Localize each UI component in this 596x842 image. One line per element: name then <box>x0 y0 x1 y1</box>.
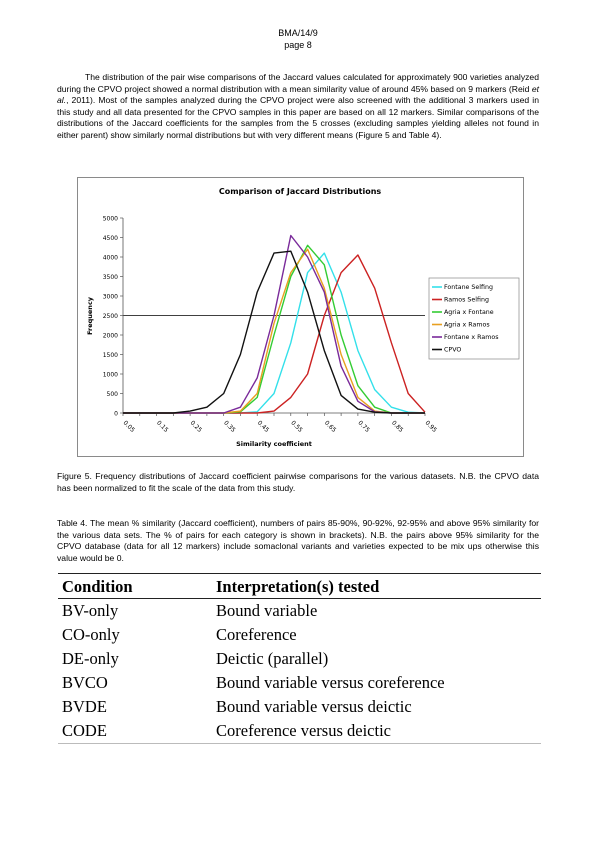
legend-label: Agria x Fontane <box>444 309 494 316</box>
paragraph-text-start: The distribution of the pair wise compar… <box>57 72 539 94</box>
interpretation-cell: Bound variable versus deictic <box>216 697 412 716</box>
condition-cell: BV-only <box>62 601 119 620</box>
condition-cell: BVDE <box>62 697 107 716</box>
y-tick-label: 3000 <box>103 294 118 301</box>
table-row: CODE Coreference versus deictic <box>58 719 541 744</box>
chart-title: Comparison of Jaccard Distributions <box>219 187 382 196</box>
table-header-row: Condition Interpretation(s) tested <box>58 573 541 599</box>
interpretation-cell: Coreference <box>216 625 297 644</box>
legend-label: Ramos Selfing <box>444 297 489 304</box>
conditions-table: Condition Interpretation(s) tested BV-on… <box>58 573 541 744</box>
table-row: DE-only Deictic (parallel) <box>58 647 541 671</box>
x-tick-label: 0.95 <box>424 419 439 434</box>
series-line-agria-x-ramos <box>123 248 425 414</box>
x-tick-label: 0.45 <box>256 419 271 434</box>
x-tick-label: 0.35 <box>222 419 237 434</box>
y-tick-label: 4500 <box>103 235 118 242</box>
legend-label: Fontane x Ramos <box>444 334 499 341</box>
x-tick-label: 0.65 <box>323 419 338 434</box>
y-tick-label: 5000 <box>103 216 118 223</box>
paragraph-text-end: , 2011). Most of the samples analyzed du… <box>57 95 539 140</box>
header-interpretation: Interpretation(s) tested <box>212 573 541 599</box>
y-tick-label: 2500 <box>103 313 118 320</box>
series-line-agria-x-fontane <box>123 244 425 414</box>
legend-label: Agria x Ramos <box>444 322 490 329</box>
x-tick-label: 0.05 <box>122 419 137 434</box>
x-axis-label: Similarity coefficient <box>236 440 312 448</box>
x-tick-label: 0.25 <box>189 419 204 434</box>
y-tick-label: 4000 <box>103 255 118 262</box>
condition-cell: BVCO <box>62 673 108 692</box>
condition-cell: CODE <box>58 719 212 744</box>
chart-svg: Comparison of Jaccard Distributions 0 500 1… <box>86 187 520 448</box>
condition-cell: DE-only <box>62 649 119 668</box>
y-tick-label: 0 <box>114 411 118 418</box>
table-row: BVCO Bound variable versus coreference <box>58 671 541 695</box>
y-tick-label: 1000 <box>103 372 118 379</box>
table-caption: Table 4. The mean % similarity (Jaccard … <box>57 518 539 563</box>
y-tick-label: 1500 <box>103 352 118 359</box>
y-tick-label: 500 <box>107 391 119 398</box>
table-row: BVDE Bound variable versus deictic <box>58 695 541 719</box>
table-row: CO-only Coreference <box>58 623 541 647</box>
legend-label: CPVO <box>444 347 461 354</box>
body-paragraph: The distribution of the pair wise compar… <box>57 72 539 142</box>
interpretation-cell: Coreference versus deictic <box>212 719 541 744</box>
interpretation-cell: Deictic (parallel) <box>216 649 329 668</box>
x-tick-label: 0.15 <box>155 419 170 434</box>
jaccard-distribution-chart: Comparison of Jaccard Distributions 0 500 1… <box>77 177 524 457</box>
y-tick-label: 2000 <box>103 333 118 340</box>
series-line-cpvo <box>123 250 425 414</box>
interpretation-cell: Bound variable <box>216 601 318 620</box>
page-number: page 8 <box>284 40 312 50</box>
header-condition: Condition <box>58 573 212 599</box>
x-tick-label: 0.55 <box>289 419 304 434</box>
table-row: BV-only Bound variable <box>58 599 541 624</box>
legend-label: Fontane Selfing <box>444 284 493 291</box>
legend-box <box>428 277 520 360</box>
document-id: BMA/14/9 <box>278 28 318 38</box>
y-axis-label: Frequency <box>86 296 94 335</box>
y-tick-label: 3500 <box>103 274 118 281</box>
condition-cell: CO-only <box>62 625 120 644</box>
page-header: BMA/14/9 page 8 <box>0 27 596 51</box>
interpretation-cell: Bound variable versus coreference <box>216 673 445 692</box>
x-tick-label: 0.85 <box>390 419 405 434</box>
x-tick-label: 0.75 <box>356 419 371 434</box>
paragraph-citation-italic: et al. <box>57 83 539 106</box>
figure-caption: Figure 5. Frequency distributions of Jac… <box>57 471 539 493</box>
